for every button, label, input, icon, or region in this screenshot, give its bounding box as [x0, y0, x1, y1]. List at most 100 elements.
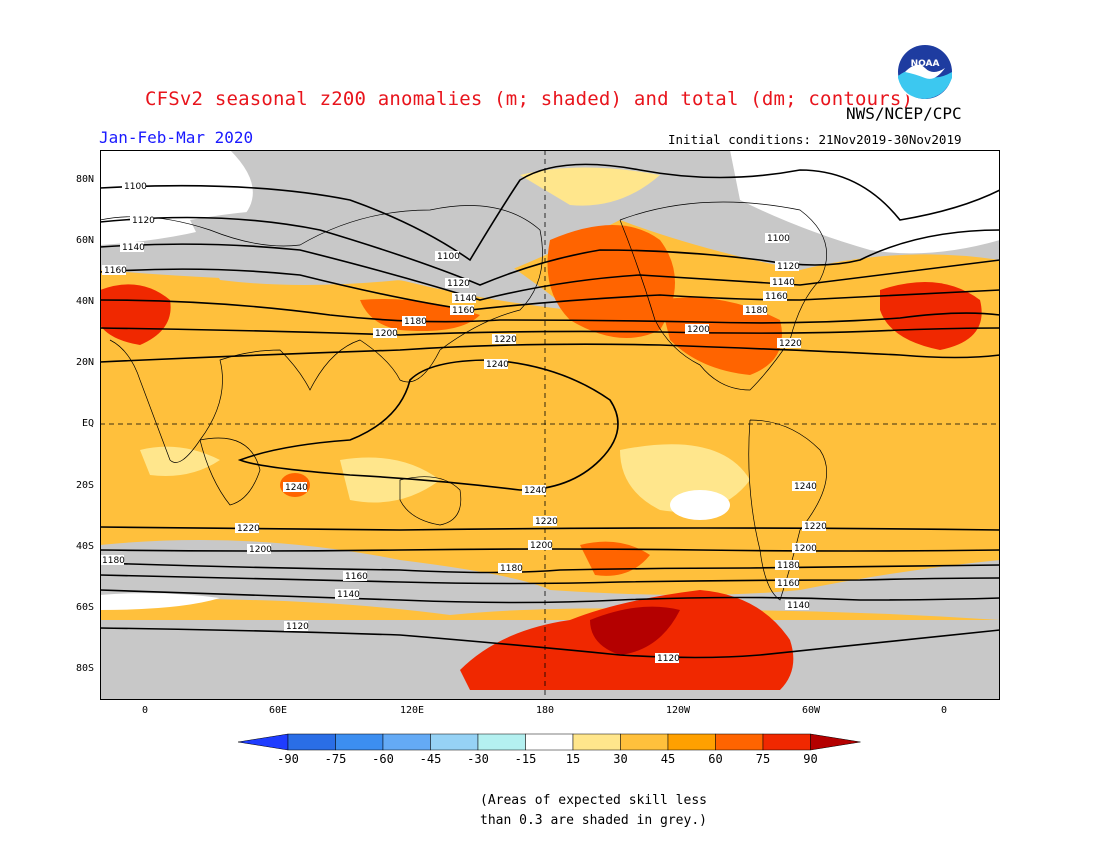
anomaly-us: [660, 297, 782, 375]
contour-1200: [100, 327, 1000, 336]
contour-label: 1220: [237, 524, 260, 534]
anomaly-sh-mid: [580, 541, 650, 576]
contour-label: 1200: [794, 544, 817, 554]
contour-label: 1100: [437, 252, 460, 262]
contour-label: 1240: [794, 482, 817, 492]
contour-label: 1180: [404, 317, 427, 327]
colorbar-cell: [477, 733, 526, 751]
contour-label: 1240: [486, 360, 509, 370]
lon-label: 120E: [399, 705, 425, 716]
lon-label: 60E: [268, 705, 288, 716]
lon-label: 180: [535, 705, 555, 716]
contour-label: 1140: [454, 294, 477, 304]
contour-label: 1160: [765, 292, 788, 302]
lat-label: 40N: [75, 296, 94, 307]
map-frame: [100, 150, 1000, 700]
lon-label: 120W: [665, 705, 691, 716]
lat-label: 60S: [75, 602, 94, 613]
contour-1100: [100, 163, 1000, 262]
contour-label: 1140: [772, 278, 795, 288]
colorbar-cell: [287, 733, 336, 751]
colorbar-label: 30: [613, 752, 628, 766]
contour-1160-sh: [100, 574, 1000, 585]
contour-label: 1220: [494, 335, 517, 345]
lon-label: 0: [141, 705, 149, 716]
colorbar-label: -45: [419, 752, 442, 766]
contour-labels: 1100 1100 1100 1120 1120 1120 1140 1140 …: [100, 181, 827, 664]
noaa-logo-text: NOAA: [911, 59, 940, 69]
contour-1140: [100, 243, 1000, 301]
contour-label: 1100: [124, 182, 147, 192]
skill-note-line1: (Areas of expected skill less: [480, 793, 707, 808]
colorbar-label: 45: [660, 752, 676, 766]
white-band-sh: [100, 593, 220, 610]
colorbar-cell: [430, 733, 479, 751]
colorbar-cell: [382, 733, 431, 751]
colorbar-cell: [620, 733, 669, 751]
contour-label: 1200: [530, 541, 553, 551]
contour-1240: [237, 359, 619, 491]
lon-label: 60W: [801, 705, 821, 716]
anomaly-atlantic: [880, 282, 982, 350]
contour-label: 1160: [104, 266, 127, 276]
noaa-logo: NOAA: [896, 43, 954, 101]
colorbar-label: 15: [565, 752, 581, 766]
lat-label: 40S: [75, 541, 94, 552]
lat-label: EQ: [81, 418, 94, 429]
colorbar-label: 90: [803, 752, 818, 766]
white-patch-trop: [670, 490, 730, 520]
contour-label: 1180: [500, 564, 523, 574]
lat-label: 20S: [75, 480, 94, 491]
contour-label: 1140: [337, 590, 360, 600]
agency-label: NWS/NCEP/CPC: [846, 104, 962, 123]
colorbar-label: -60: [372, 752, 394, 766]
colorbar-cell: [525, 733, 574, 751]
contour-label: 1240: [285, 483, 308, 493]
colorbar-cell: [572, 733, 621, 751]
yellow-patch-1: [340, 457, 440, 503]
colorbar-cell: [715, 733, 764, 751]
contour-label: 1120: [132, 216, 155, 226]
grey-mask-sh-band: [100, 540, 1000, 620]
contour-label: 1120: [286, 622, 309, 632]
contour-label: 1120: [657, 654, 680, 664]
contour-1180-sh: [100, 562, 1000, 574]
map-title: CFSv2 seasonal z200 anomalies (m; shaded…: [145, 88, 914, 110]
contour-label: 1160: [345, 572, 368, 582]
contour-label: 1200: [249, 545, 272, 555]
contour-label: 1160: [452, 306, 475, 316]
height-contours: [100, 163, 1000, 659]
colorbar-label: -30: [467, 752, 489, 766]
contour-label: 1180: [745, 306, 768, 316]
contour-label: 1200: [687, 325, 710, 335]
yellow-arctic: [520, 167, 660, 206]
colorbar-label: -15: [514, 752, 537, 766]
contour-1160: [100, 268, 1000, 311]
contour-1120-sh: [100, 627, 1000, 659]
contour-label: 1220: [804, 522, 827, 532]
colorbar-label: 60: [708, 752, 723, 766]
contour-1140-sh: [100, 589, 1000, 604]
lon-label: 0: [940, 705, 948, 716]
contour-label: 1220: [779, 339, 802, 349]
contour-label: 1140: [787, 601, 810, 611]
anomaly-spacific-core: [590, 606, 680, 655]
colorbar-left-arrow: [238, 733, 289, 751]
contour-label: 1140: [122, 243, 145, 253]
colorbar-cell: [335, 733, 384, 751]
contour-label: 1100: [767, 234, 790, 244]
colorbar-right-arrow: [810, 733, 861, 751]
lat-label: 80N: [75, 174, 94, 185]
colorbar-label: -75: [324, 752, 347, 766]
skill-note-line2: than 0.3 are shaded in grey.): [480, 813, 707, 828]
colorbar-label: -90: [277, 752, 299, 766]
contour-label: 1120: [777, 262, 800, 272]
contour-1120: [100, 216, 1000, 286]
grey-mask-nh-band: [190, 208, 570, 310]
colorbar-cell: [762, 733, 811, 751]
colorbar-cell: [667, 733, 716, 751]
contour-label: 1180: [102, 556, 125, 566]
colorbar: [238, 733, 861, 751]
contour-1220-nh: [100, 343, 1000, 363]
season-label: Jan-Feb-Mar 2020: [99, 128, 254, 147]
